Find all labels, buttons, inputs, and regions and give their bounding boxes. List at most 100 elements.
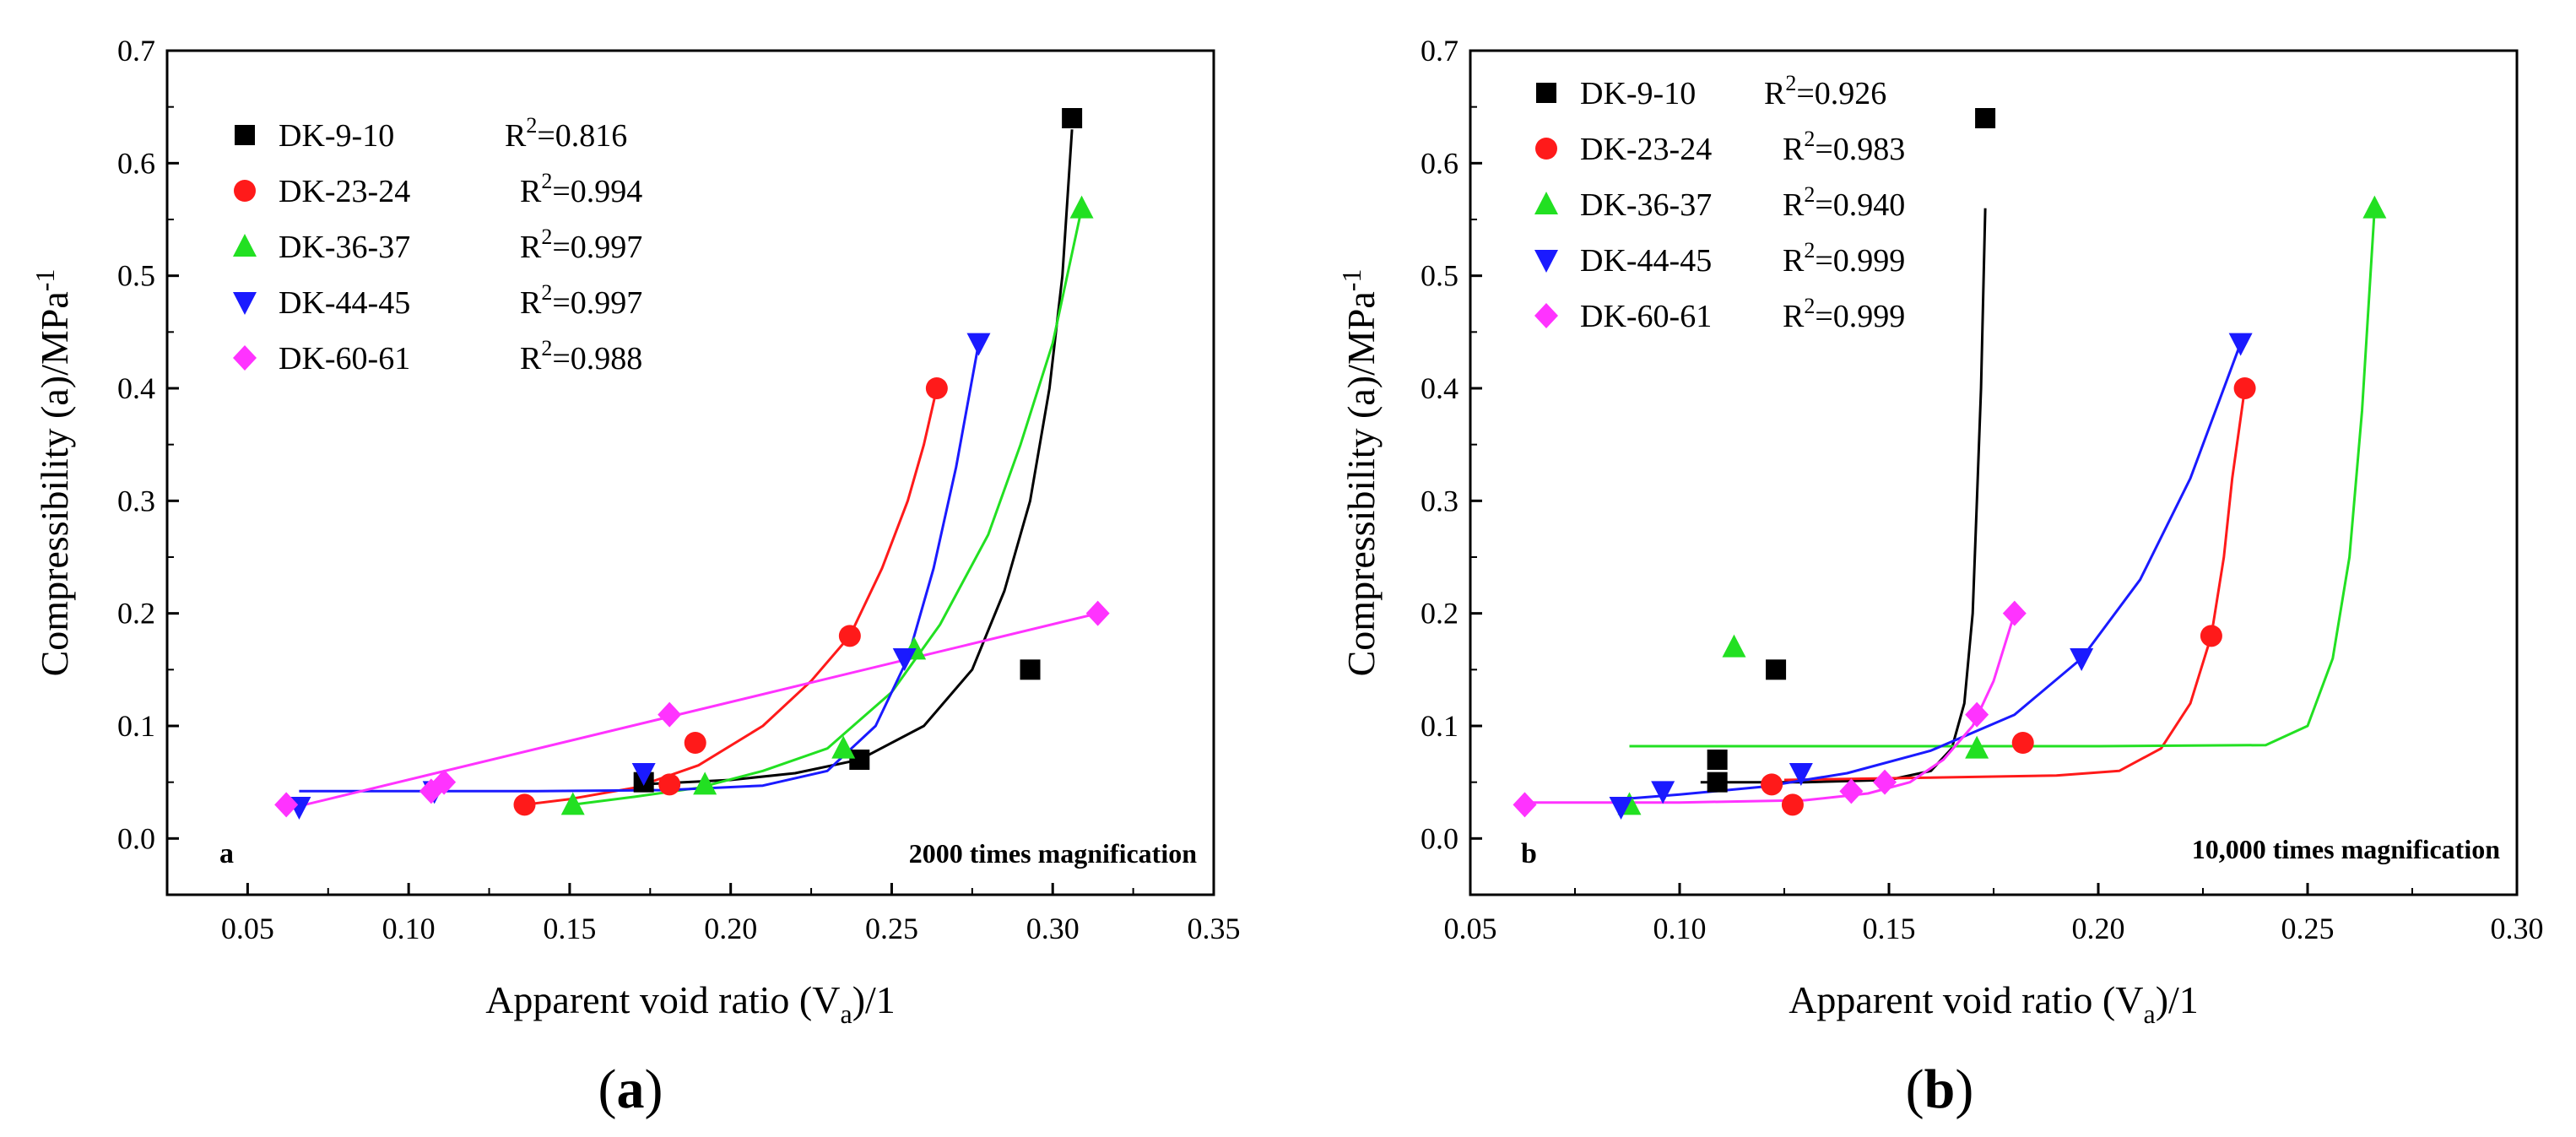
legend-marker-dk-23-24 <box>234 180 256 202</box>
axis-ticks-a <box>167 49 1215 896</box>
legend-label: DK-9-10 <box>1580 76 1696 111</box>
legend-b: DK-9-10 DK-23-24 DK-36-37 DK-44-45 DK-60… <box>1534 71 1905 334</box>
caption-letter: a <box>617 1058 645 1120</box>
legend-marker-dk-60-61 <box>1534 303 1558 328</box>
x-tick-label: 0.25 <box>2281 912 2335 945</box>
data-point-dk-9-10 <box>1975 108 1996 128</box>
data-point-dk-23-24 <box>2011 732 2034 754</box>
panel-b: 0.05 0.10 0.15 0.20 0.25 0.30 0.0 0.1 0.… <box>1336 34 2544 1120</box>
x-axis-title-unit: )/1 <box>852 978 896 1021</box>
r2-value: =0.999 <box>1815 243 1905 279</box>
y-tick-label: 0.7 <box>117 34 155 68</box>
r2-superscript: 2 <box>1804 294 1815 318</box>
x-axis-title-subscript: a <box>840 999 852 1029</box>
legend-marker-dk-60-61 <box>233 345 257 371</box>
fit-curve-dk-9-10 <box>640 129 1074 786</box>
r2-letter: R <box>520 285 542 321</box>
legend-r2: R2=0.983 <box>1783 127 1905 167</box>
plot-frame-a <box>165 49 1215 896</box>
caption-paren: ) <box>645 1058 663 1120</box>
data-point-dk-44-45 <box>2070 648 2094 671</box>
y-tick-label: 0.1 <box>1421 709 1458 743</box>
legend-label: DK-44-45 <box>279 285 410 321</box>
r2-superscript: 2 <box>541 336 552 360</box>
r2-letter: R <box>1783 132 1805 167</box>
magnification-annotation-b: 10,000 times magnification <box>2192 834 2501 864</box>
legend-markers-b <box>1534 83 1558 328</box>
fit-curve-dk-60-61 <box>285 612 1098 811</box>
r2-value: =0.988 <box>552 341 642 376</box>
panel-caption-a: (a) <box>598 1058 663 1120</box>
r2-letter: R <box>1764 76 1786 111</box>
r2-value: =0.940 <box>1815 187 1905 223</box>
x-tick-label: 0.05 <box>221 912 274 945</box>
r2-superscript: 2 <box>1804 127 1815 151</box>
panel-letter-a: a <box>219 838 234 869</box>
y-tick-label: 0.0 <box>117 821 155 855</box>
legend-a: DK-9-10 DK-23-24 DK-36-37 DK-44-45 DK-60… <box>233 113 642 376</box>
legend-marker-dk-23-24 <box>1535 138 1557 160</box>
legend-marker-dk-44-45 <box>1534 250 1558 273</box>
legend-r2: R2=0.999 <box>1783 294 1905 334</box>
r2-superscript: 2 <box>526 113 537 138</box>
x-tick-label: 0.10 <box>382 912 436 945</box>
y-tick-label: 0.6 <box>1421 146 1458 180</box>
legend-r2: R2=0.940 <box>1783 182 1905 223</box>
data-point-dk-44-45 <box>2228 333 2253 356</box>
data-point-dk-23-24 <box>658 773 681 796</box>
data-point-dk-44-45 <box>1789 763 1813 786</box>
r2-superscript: 2 <box>1804 182 1815 207</box>
legend-label: DK-36-37 <box>1580 187 1712 223</box>
panel-letter-b: b <box>1521 838 1537 869</box>
data-point-dk-23-24 <box>2233 377 2256 399</box>
fit-curve-dk-36-37 <box>1629 208 2376 748</box>
data-point-dk-9-10 <box>1707 772 1728 793</box>
data-point-dk-36-37 <box>2362 195 2387 219</box>
x-axis-title-subscript: a <box>2143 999 2155 1029</box>
r2-superscript: 2 <box>541 169 552 193</box>
y-tick-label: 0.5 <box>1421 259 1458 293</box>
r2-value: =0.983 <box>1815 132 1905 167</box>
legend-marker-dk-9-10 <box>1536 83 1556 103</box>
legend-r2: R2=0.988 <box>520 336 642 376</box>
data-point-dk-60-61 <box>1965 701 1989 728</box>
y-axis-title-a: Compressibility (a)/MPa-1 <box>30 269 76 677</box>
legend-r2: R2=0.999 <box>1783 238 1905 279</box>
data-point-dk-60-61 <box>2002 600 2027 626</box>
legend-label: DK-23-24 <box>279 174 410 209</box>
r2-value: =0.999 <box>1815 299 1905 334</box>
data-point-dk-36-37 <box>1965 735 1989 759</box>
data-point-dk-23-24 <box>513 793 536 816</box>
y-tick-label: 0.4 <box>1421 371 1458 405</box>
fit-curve-dk-44-45 <box>1621 343 2243 801</box>
panel-caption-b: (b) <box>1906 1058 1974 1120</box>
legend-label: DK-36-37 <box>279 230 410 265</box>
data-points-a <box>274 108 1110 820</box>
caption-paren: ( <box>1906 1058 1924 1120</box>
caption-paren: ) <box>1955 1058 1973 1120</box>
data-point-dk-60-61 <box>432 769 457 795</box>
x-axis-title-a: Apparent void ratio (Va)/1 <box>485 978 896 1029</box>
r2-value: =0.997 <box>552 230 642 265</box>
fit-curve-dk-9-10 <box>1700 208 1987 784</box>
r2-letter: R <box>520 341 542 376</box>
data-point-dk-60-61 <box>1513 792 1537 818</box>
y-tick-label: 0.1 <box>117 709 155 743</box>
data-point-dk-44-45 <box>966 333 991 356</box>
y-tick-label: 0.6 <box>117 146 155 180</box>
x-tick-labels-a: 0.05 0.10 0.15 0.20 0.25 0.30 0.35 <box>221 912 1241 945</box>
data-point-dk-9-10 <box>1062 108 1083 128</box>
r2-letter: R <box>505 118 527 154</box>
y-tick-labels-b: 0.0 0.1 0.2 0.3 0.4 0.5 0.6 0.7 <box>1421 34 1458 855</box>
data-point-dk-44-45 <box>1609 797 1633 820</box>
legend-label: DK-23-24 <box>1580 132 1712 167</box>
legend-marker-dk-36-37 <box>233 234 257 257</box>
y-tick-label: 0.2 <box>117 597 155 631</box>
data-point-dk-23-24 <box>2200 625 2222 647</box>
x-axis-title-unit: )/1 <box>2156 978 2199 1021</box>
r2-letter: R <box>1783 187 1805 223</box>
x-axis-title-text: Apparent void ratio (V <box>485 978 840 1021</box>
data-point-dk-44-45 <box>892 648 917 671</box>
x-tick-label: 0.30 <box>1026 912 1080 945</box>
